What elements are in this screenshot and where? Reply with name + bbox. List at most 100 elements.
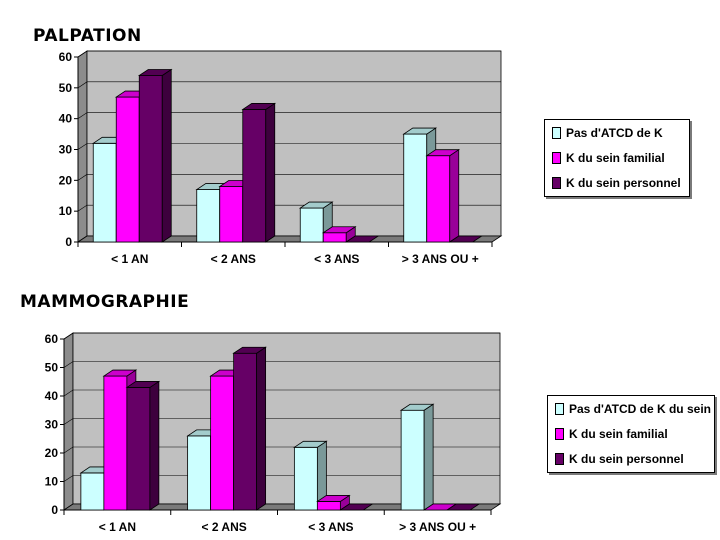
gridline [63, 332, 500, 340]
bar-front [322, 232, 347, 243]
y-tick-label: 30 [59, 143, 73, 157]
y-tick-label: 20 [59, 173, 73, 187]
bar-front [80, 472, 105, 511]
bar-top [344, 235, 380, 243]
legend-label: Pas d'ATCD de K [566, 126, 663, 140]
chart-1: 0 10 20 30 40 50 60 < 1 AN < 2 ANS < 3 ANS > 3 ANS… [45, 332, 502, 534]
chart-title-palpation: PALPATION [33, 26, 142, 46]
bar [399, 403, 435, 511]
bar-top [339, 503, 374, 511]
y-tick-label: 30 [45, 418, 59, 432]
legend-swatch [555, 403, 564, 415]
legend-palpation: Pas d'ATCD de K K du sein familial K du … [544, 119, 690, 197]
x-tick-label: < 2 ANS [211, 252, 256, 266]
x-tick-label: > 3 ANS OU + [402, 252, 479, 266]
bar [425, 148, 461, 243]
chart-0: 0 10 20 30 40 50 60 < 1 AN < 2 ANS < 3 ANS > 3 ANS… [59, 50, 503, 266]
bar-top [425, 149, 461, 157]
legend-swatch [552, 152, 561, 164]
bar-front [426, 155, 451, 243]
legend-item-2-2: K du sein personnel [555, 452, 684, 466]
bar-top [293, 440, 328, 448]
bar-side [423, 403, 434, 511]
bar-top [321, 226, 357, 234]
bar [125, 380, 161, 511]
gridline [63, 446, 500, 454]
bar-top [298, 201, 334, 209]
y-tick-label: 10 [45, 475, 59, 489]
bar-top [241, 103, 277, 110]
bar [448, 235, 484, 243]
bar-side [449, 148, 460, 243]
bar-top [402, 127, 438, 135]
bar [344, 235, 380, 243]
y-tick-label: 50 [45, 361, 59, 375]
gridline [77, 174, 501, 181]
x-tick-label: < 3 ANS [308, 520, 353, 534]
legend-label: K du sein familial [569, 427, 668, 441]
x-tick-label: < 1 AN [111, 252, 148, 266]
legend-item-1-0: Pas d'ATCD de K [552, 126, 663, 140]
bar-top [232, 346, 267, 354]
gridline [63, 418, 500, 425]
bar-top [399, 403, 435, 411]
legend-swatch [555, 428, 564, 440]
y-tick-label: 60 [45, 332, 59, 346]
bar-top [445, 503, 481, 511]
y-tick-label: 40 [59, 112, 73, 126]
bar-front [126, 387, 151, 511]
legend-item-1-1: K du sein familial [552, 151, 665, 165]
legend-label: K du sein personnel [566, 176, 681, 190]
bar-top [125, 381, 161, 388]
gridline [77, 50, 501, 58]
bar-front [233, 352, 258, 511]
bar-front [242, 109, 267, 243]
y-tick-label: 40 [45, 389, 59, 403]
legend-swatch [552, 127, 561, 139]
bar [298, 201, 334, 243]
bar [232, 346, 267, 511]
y-tick-label: 20 [45, 446, 59, 460]
bar-front [103, 375, 128, 511]
bar-front [92, 142, 117, 243]
bar-front [115, 96, 140, 243]
x-tick-label: > 3 ANS OU + [399, 520, 476, 534]
legend-mammographie: Pas d'ATCD de K du sein K du sein famili… [547, 395, 715, 473]
bar [293, 440, 328, 511]
bar-front [138, 75, 163, 243]
bar [321, 226, 357, 243]
bar [445, 503, 481, 511]
bar-top [316, 495, 351, 502]
bar-front [196, 189, 221, 243]
legend-label: Pas d'ATCD de K du sein [569, 402, 711, 416]
gridline [63, 361, 500, 368]
x-tick-label: < 2 ANS [202, 520, 247, 534]
bar-front [403, 133, 428, 243]
bar-front [400, 409, 425, 511]
bar-front [293, 446, 318, 511]
bar-top [137, 69, 173, 76]
gridline [63, 475, 500, 482]
bar-front [299, 207, 324, 243]
bar [241, 102, 277, 243]
y-tick-label: 50 [59, 81, 73, 95]
bar-side [149, 380, 160, 511]
legend-swatch [552, 177, 561, 189]
gridline [77, 204, 501, 212]
bar-front [210, 375, 235, 511]
legend-item-1-2: K du sein personnel [552, 176, 681, 190]
y-tick-label: 0 [51, 503, 58, 517]
gridline [77, 112, 501, 119]
bar-top [448, 235, 484, 243]
chart-title-mammographie: MAMMOGRAPHIE [20, 292, 190, 312]
bar-top [102, 369, 138, 377]
bar [339, 503, 374, 511]
bar-front [316, 501, 341, 511]
bar-front [187, 435, 212, 511]
x-tick-label: < 1 AN [99, 520, 136, 534]
y-tick-label: 0 [65, 235, 72, 249]
bar-side [256, 346, 267, 511]
x-tick-label: < 3 ANS [314, 252, 359, 266]
gridline [63, 389, 500, 397]
legend-label: K du sein familial [566, 151, 665, 165]
